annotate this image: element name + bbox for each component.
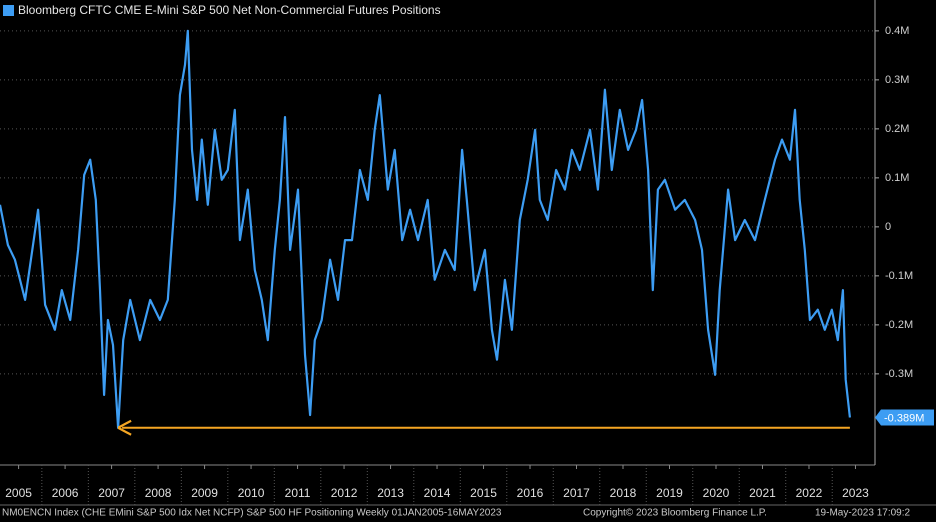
- footer-source: NM0ENCN Index (CHE EMini S&P 500 Idx Net…: [2, 508, 502, 519]
- y-tick-label: 0.4M: [885, 25, 909, 37]
- x-tick-label: 2005: [5, 486, 32, 500]
- x-tick-label: 2015: [470, 486, 497, 500]
- x-tick-label: 2019: [656, 486, 683, 500]
- x-tick-label: 2023: [842, 486, 869, 500]
- line-series: [0, 29, 851, 429]
- legend-swatch: [3, 5, 14, 16]
- x-tick-label: 2006: [52, 486, 79, 500]
- y-tick-label: 0: [885, 221, 891, 233]
- value-label: -0.389M: [884, 412, 924, 424]
- x-tick-label: 2018: [610, 486, 637, 500]
- chart-title: Bloomberg CFTC CME E-Mini S&P 500 Net No…: [18, 3, 441, 17]
- x-tick-label: 2016: [517, 486, 544, 500]
- x-tick-label: 2021: [749, 486, 776, 500]
- arrow-head: [117, 419, 132, 436]
- y-tick-label: -0.1M: [885, 270, 913, 282]
- x-tick-label: 2022: [796, 486, 823, 500]
- x-tick-label: 2009: [191, 486, 218, 500]
- x-tick-label: 2007: [98, 486, 125, 500]
- value-label-box: [875, 409, 934, 426]
- x-tick-label: 2011: [285, 486, 311, 500]
- footer-copyright: Copyright© 2023 Bloomberg Finance L.P.: [583, 508, 767, 519]
- y-tick-label: 0.3M: [885, 74, 909, 86]
- footer-date: 19-May-2023 17:09:2: [815, 508, 911, 519]
- x-tick-label: 2020: [703, 486, 730, 500]
- y-tick-label: -0.2M: [885, 319, 913, 331]
- y-tick-label: 0.1M: [885, 172, 909, 184]
- x-tick-label: 2017: [563, 486, 590, 500]
- y-tick-label: -0.3M: [885, 368, 913, 380]
- x-tick-label: 2008: [145, 486, 172, 500]
- y-tick-label: 0.2M: [885, 123, 909, 135]
- x-tick-label: 2012: [331, 486, 358, 500]
- x-tick-label: 2010: [238, 486, 265, 500]
- x-tick-label: 2014: [424, 486, 451, 500]
- x-tick-label: 2013: [377, 486, 404, 500]
